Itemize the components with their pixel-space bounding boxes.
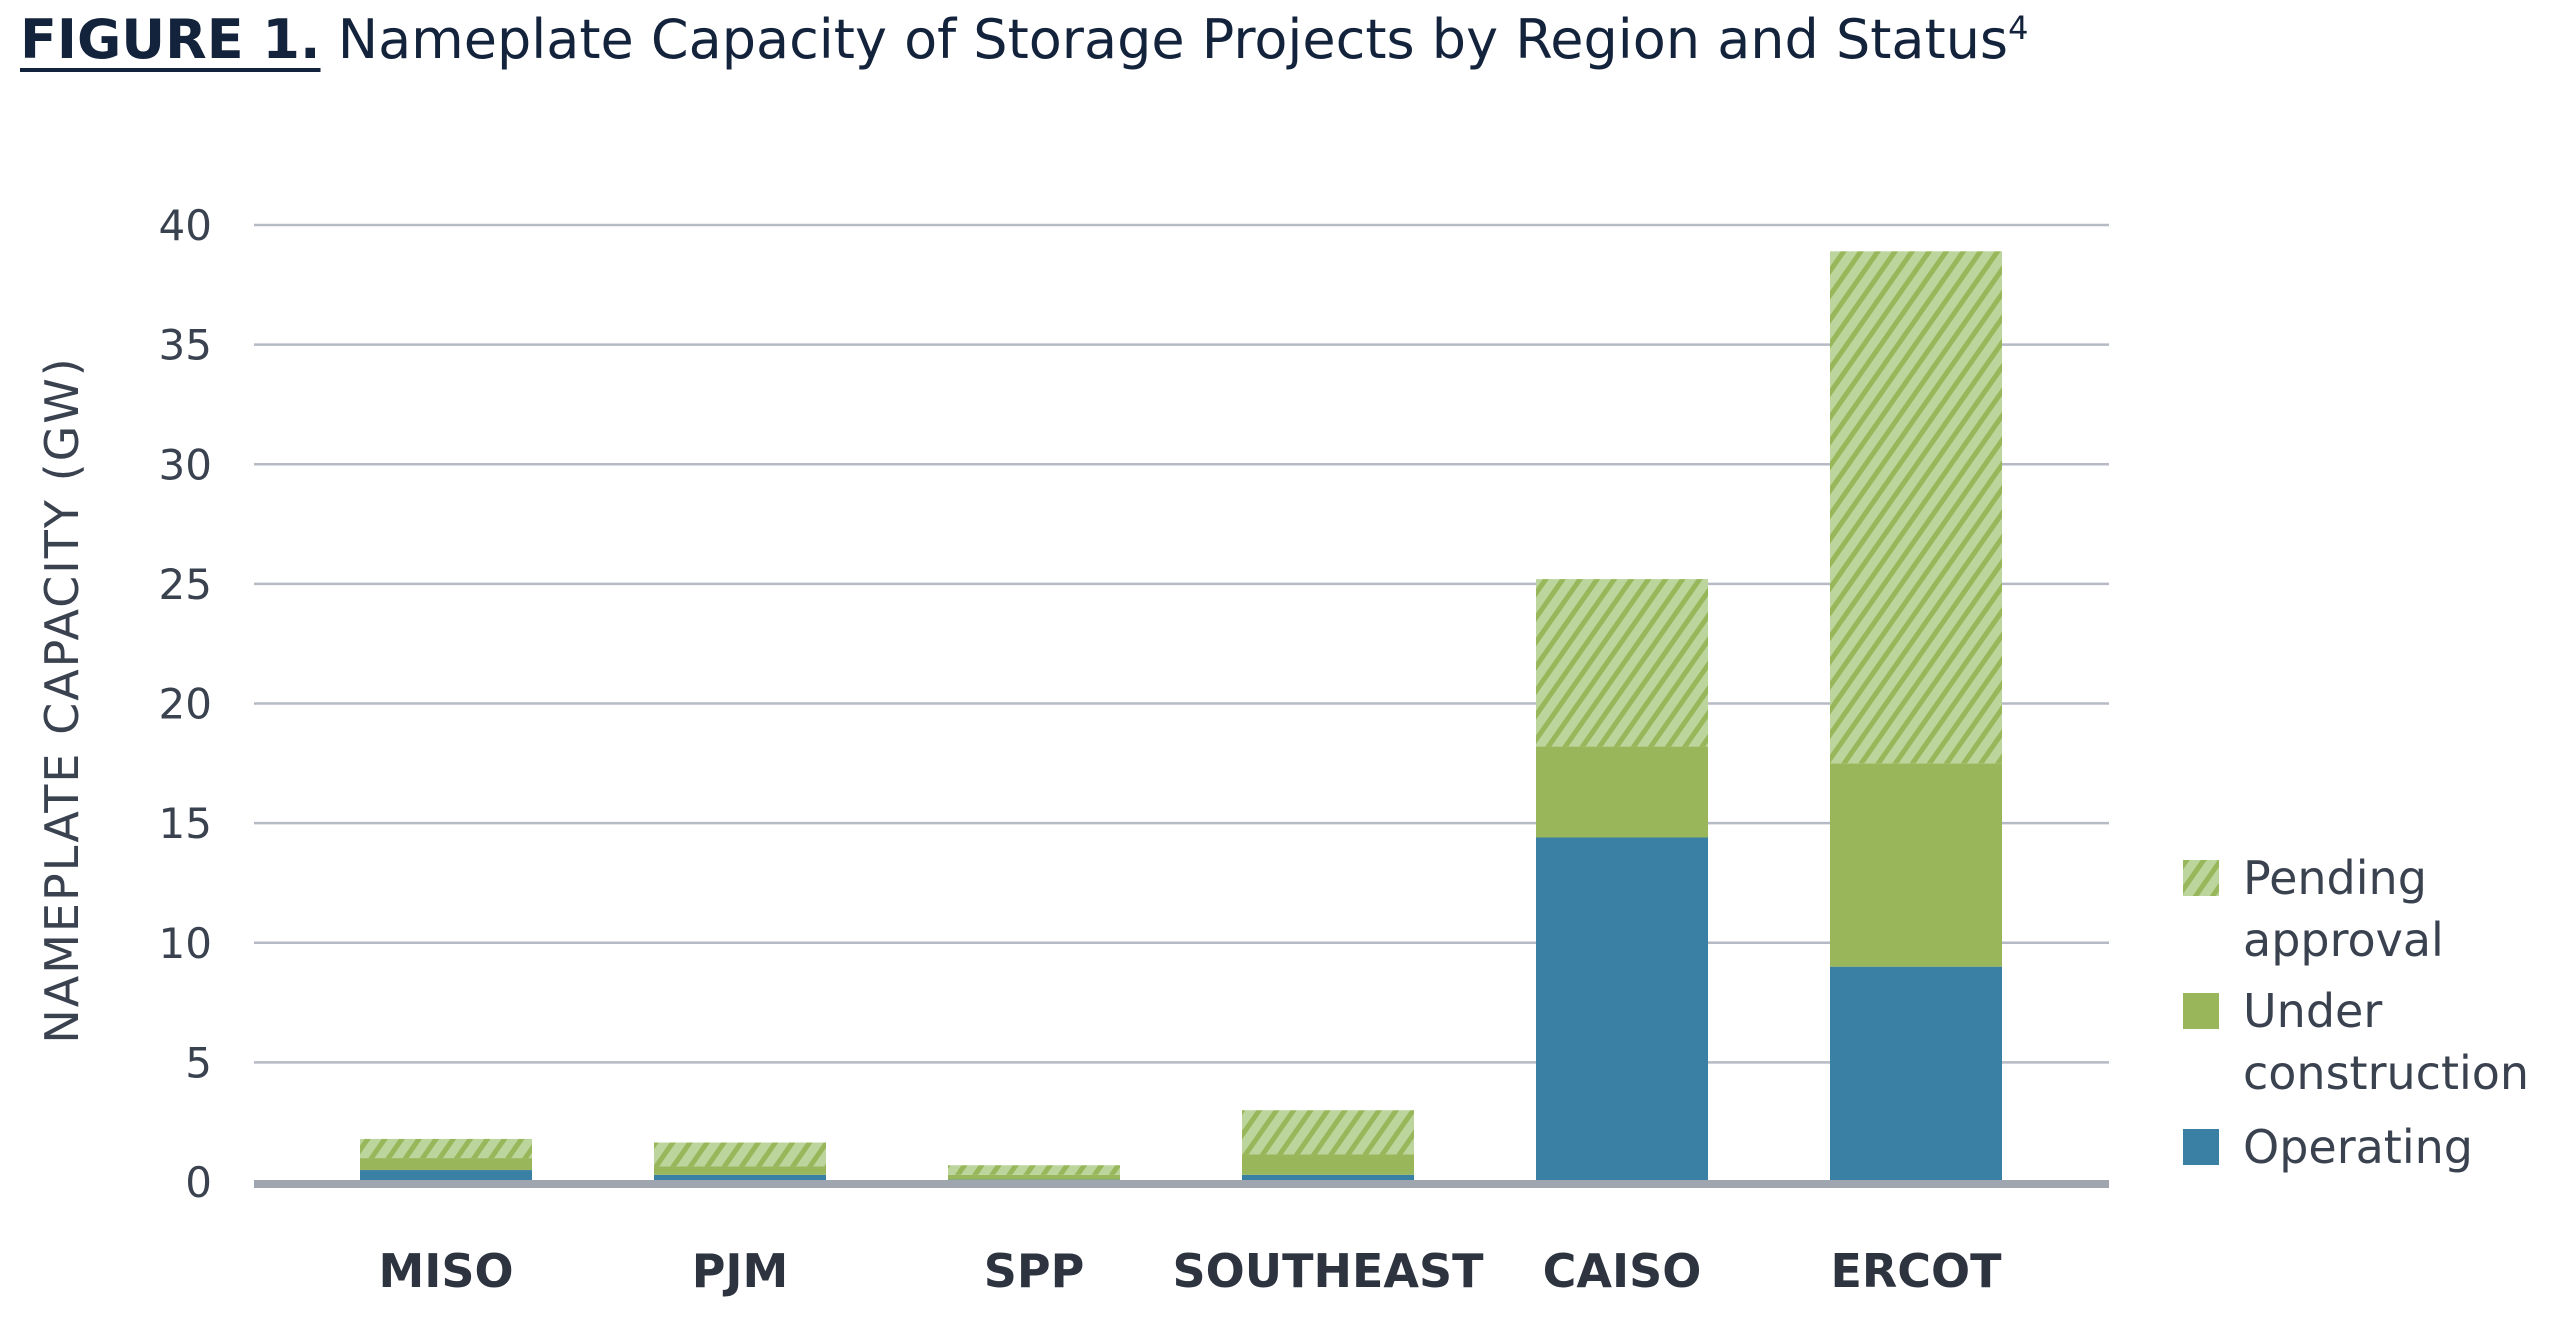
y-tick-label: 10 (159, 919, 212, 968)
y-tick-label: 40 (159, 201, 212, 250)
x-tick-label: ERCOT (1830, 1244, 2002, 1298)
bar-segment-pending-approval (1830, 251, 2002, 764)
bar-segment-operating (654, 1174, 826, 1182)
y-tick-label: 0 (185, 1158, 212, 1207)
figure-title: FIGURE 1. Nameplate Capacity of Storage … (20, 8, 2028, 71)
bar-segment-pending-approval (948, 1165, 1120, 1175)
bar-segment-operating (1536, 837, 1708, 1182)
bar-segment-operating (360, 1170, 532, 1182)
x-tick-label: PJM (692, 1244, 789, 1298)
legend-label: approval (2243, 913, 2444, 967)
bar-segment-under-construction (948, 1174, 1120, 1180)
bar-segment-under-construction (360, 1158, 532, 1171)
bar-segment-pending-approval (1536, 579, 1708, 747)
bar-segment-under-construction (1242, 1154, 1414, 1175)
figure-title-text: Nameplate Capacity of Storage Projects b… (337, 8, 2009, 71)
axes: 0 5 10 15 20 25 30 35 40 MISO PJM SPP SOUTHEAST CAISO… (35, 201, 2109, 1298)
legend-label: Under (2243, 984, 2382, 1038)
bar-segment-operating (1830, 966, 2002, 1182)
footnote-marker: 4 (2008, 9, 2029, 47)
y-tick-label: 30 (159, 440, 212, 489)
y-tick-label: 25 (159, 560, 212, 609)
gridlines (254, 223, 2109, 1064)
legend-label: Pending (2243, 851, 2427, 905)
bar-segment-pending-approval (1242, 1110, 1414, 1155)
y-tick-label: 35 (159, 321, 212, 370)
x-tick-label: SPP (984, 1244, 1085, 1298)
y-tick-label: 20 (159, 680, 212, 729)
legend-swatch-pending-approval (2183, 860, 2219, 896)
bar-segment-under-construction (1536, 746, 1708, 838)
legend-swatch-under-construction (2183, 993, 2219, 1029)
bar-segment-under-construction (654, 1166, 826, 1175)
bar-segment-pending-approval (654, 1142, 826, 1167)
legend-label: Operating (2243, 1120, 2473, 1174)
x-tick-label: MISO (378, 1244, 513, 1298)
bar-segment-pending-approval (360, 1138, 532, 1159)
y-tick-label: 5 (185, 1038, 212, 1087)
bar-segment-operating (1242, 1174, 1414, 1182)
x-tick-label: CAISO (1543, 1244, 1702, 1298)
x-tick-label: SOUTHEAST (1173, 1244, 1485, 1298)
y-axis-label: NAMEPLATE CAPACITY (GW) (35, 356, 89, 1043)
legend: Pending approval Under construction Operatin… (2183, 851, 2529, 1174)
figure-label: FIGURE 1. (20, 8, 321, 71)
legend-swatch-operating (2183, 1129, 2219, 1165)
bars (360, 251, 2002, 1182)
bar-segment-under-construction (1830, 763, 2002, 967)
legend-label: construction (2243, 1046, 2529, 1100)
y-tick-label: 15 (159, 799, 212, 848)
